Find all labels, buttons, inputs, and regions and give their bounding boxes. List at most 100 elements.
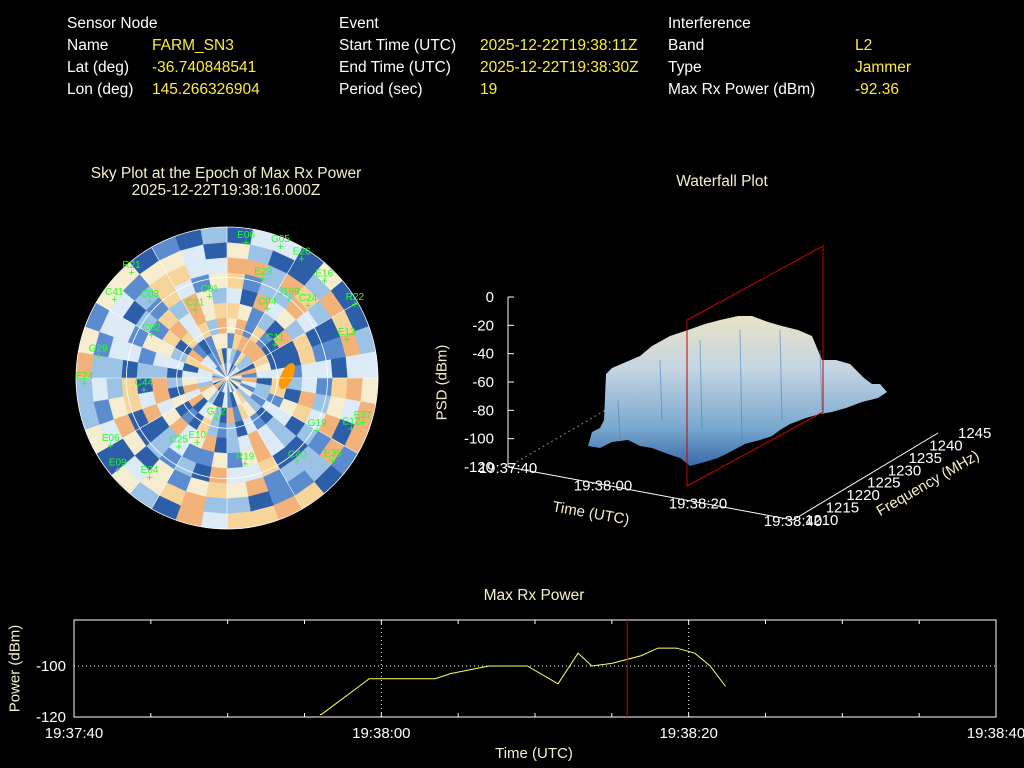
satellite-plus: + bbox=[147, 296, 153, 308]
satellite-plus: + bbox=[81, 378, 87, 390]
satellite-label: R22 bbox=[346, 292, 365, 303]
sky-cell bbox=[315, 377, 333, 397]
satellite-marker: +C41 bbox=[105, 287, 124, 306]
period-label: Period (sec) bbox=[339, 81, 423, 98]
maxrx-title: Max Rx Power bbox=[483, 587, 585, 604]
maxrx-frame bbox=[73, 619, 997, 718]
satellite-marker: +C40 bbox=[288, 450, 307, 469]
satellite-marker: +E09 bbox=[109, 458, 127, 477]
end-value: 2025-12-22T19:38:30Z bbox=[480, 59, 639, 76]
satellite-plus: + bbox=[176, 442, 182, 454]
satellite-marker: +C21 bbox=[186, 298, 205, 317]
satellite-plus: + bbox=[108, 440, 114, 452]
sky-cell bbox=[105, 377, 124, 400]
satellite-plus: + bbox=[348, 423, 354, 435]
satellite-marker: +R19 bbox=[236, 451, 255, 470]
satellite-marker: +C11 bbox=[266, 332, 284, 351]
sky-cell bbox=[345, 377, 364, 402]
start-value: 2025-12-22T19:38:11Z bbox=[480, 37, 638, 54]
satellite-label: C01 bbox=[200, 284, 219, 295]
maxrx-plot: 19:37:40 19:38:00 19:38:20 19:38:40 -100 -120 bbox=[36, 619, 1024, 742]
z-tick-label: -120 bbox=[464, 459, 494, 476]
satellite-label: C25 bbox=[170, 435, 189, 446]
satellite-plus: + bbox=[95, 350, 101, 362]
sky-cell bbox=[360, 351, 378, 379]
name-value: FARM_SN3 bbox=[152, 37, 234, 54]
satellite-label: E09 bbox=[109, 458, 127, 469]
satellite-marker: +C24 bbox=[299, 293, 318, 312]
waterfall-ridges bbox=[617, 329, 823, 441]
satellite-label: G05 bbox=[271, 234, 290, 245]
satellite-label: E37 bbox=[354, 410, 372, 421]
sky-cell bbox=[226, 511, 254, 529]
satellite-plus: + bbox=[260, 274, 266, 286]
sky-cell bbox=[226, 496, 251, 515]
satellite-marker: +G29 bbox=[89, 343, 108, 362]
sky-spoke bbox=[96, 377, 228, 454]
sky-cell bbox=[345, 354, 364, 379]
satellite-marker: +E06 bbox=[102, 433, 120, 452]
satellite-plus: + bbox=[111, 294, 117, 306]
satellite-plus: + bbox=[352, 299, 358, 311]
satellite-marker: +C02 bbox=[142, 322, 161, 341]
lat-label: Lat (deg) bbox=[67, 59, 130, 76]
lon-label: Lon (deg) bbox=[67, 81, 134, 98]
end-label: End Time (UTC) bbox=[339, 59, 451, 76]
satellite-label: E06 bbox=[102, 433, 120, 444]
sky-cell bbox=[213, 302, 228, 319]
satellite-label: C02 bbox=[142, 322, 161, 333]
sky-cell bbox=[208, 466, 228, 484]
y-tick-label: 1220 bbox=[846, 487, 879, 504]
satellite-marker: +E24 bbox=[76, 371, 94, 390]
satellite-label: E10 bbox=[188, 430, 206, 441]
type-label: Type bbox=[668, 59, 702, 76]
lon-value: 145.266326904 bbox=[152, 81, 260, 98]
epoch-plane bbox=[686, 245, 824, 487]
z-tick-label: -100 bbox=[464, 431, 494, 448]
name-label: Name bbox=[67, 37, 109, 54]
satellite-label: E06 bbox=[237, 230, 255, 241]
sky-cell bbox=[151, 377, 168, 392]
z-tick-label: -20 bbox=[472, 317, 494, 334]
band-value: L2 bbox=[855, 37, 873, 54]
y-tick-label: -100 bbox=[36, 658, 66, 675]
maxrx-trace bbox=[319, 647, 726, 715]
satellite-label: E35 bbox=[324, 449, 342, 460]
satellite-label: G29 bbox=[89, 343, 108, 354]
z-tick-label: -40 bbox=[472, 346, 494, 363]
satellite-marker: +C01 bbox=[200, 284, 219, 303]
x-axis bbox=[507, 466, 794, 521]
x-tick-label: 19:38:20 bbox=[669, 495, 727, 512]
sky-cell bbox=[121, 359, 139, 379]
sky-cell bbox=[205, 481, 228, 500]
satellite-label: E13 bbox=[338, 327, 356, 338]
sky-cell bbox=[301, 361, 318, 379]
satellite-marker: +E29 bbox=[254, 267, 272, 286]
sky-cell bbox=[105, 356, 124, 379]
sky-cell bbox=[315, 359, 333, 379]
y-tick-label: 1235 bbox=[909, 450, 942, 467]
sky-cell bbox=[360, 377, 378, 405]
satellite-plus: + bbox=[115, 465, 121, 477]
maxrx-ticks: 19:37:40 19:38:00 19:38:20 19:38:40 -100 -120 bbox=[36, 620, 1024, 742]
sky-spoke bbox=[151, 247, 228, 379]
satellite-label: E26 bbox=[293, 246, 311, 257]
satellite-label: C24 bbox=[299, 293, 318, 304]
skyplot-satellites: +E06+G05+E26+E29+C04 +J199+C24+E16+R22+E1… bbox=[76, 230, 372, 484]
event-info: Event Start Time (UTC) 2025-12-22T19:38:1… bbox=[339, 13, 639, 101]
satellite-marker: +C04 bbox=[258, 296, 277, 315]
sky-cell bbox=[90, 377, 109, 402]
sky-cell bbox=[200, 227, 228, 245]
y-tick-label: 1215 bbox=[826, 500, 859, 517]
satellite-plus: + bbox=[343, 334, 349, 346]
sky-cell bbox=[330, 356, 349, 379]
satellite-marker: +C03 bbox=[141, 289, 160, 308]
waterfall-surface bbox=[588, 316, 887, 466]
satellite-marker: +C44 bbox=[135, 378, 154, 397]
waterfall-title: Waterfall Plot bbox=[676, 173, 768, 190]
satellite-plus: + bbox=[314, 425, 320, 437]
satellite-plus: + bbox=[194, 437, 200, 449]
satellite-marker: +G05 bbox=[271, 234, 290, 253]
